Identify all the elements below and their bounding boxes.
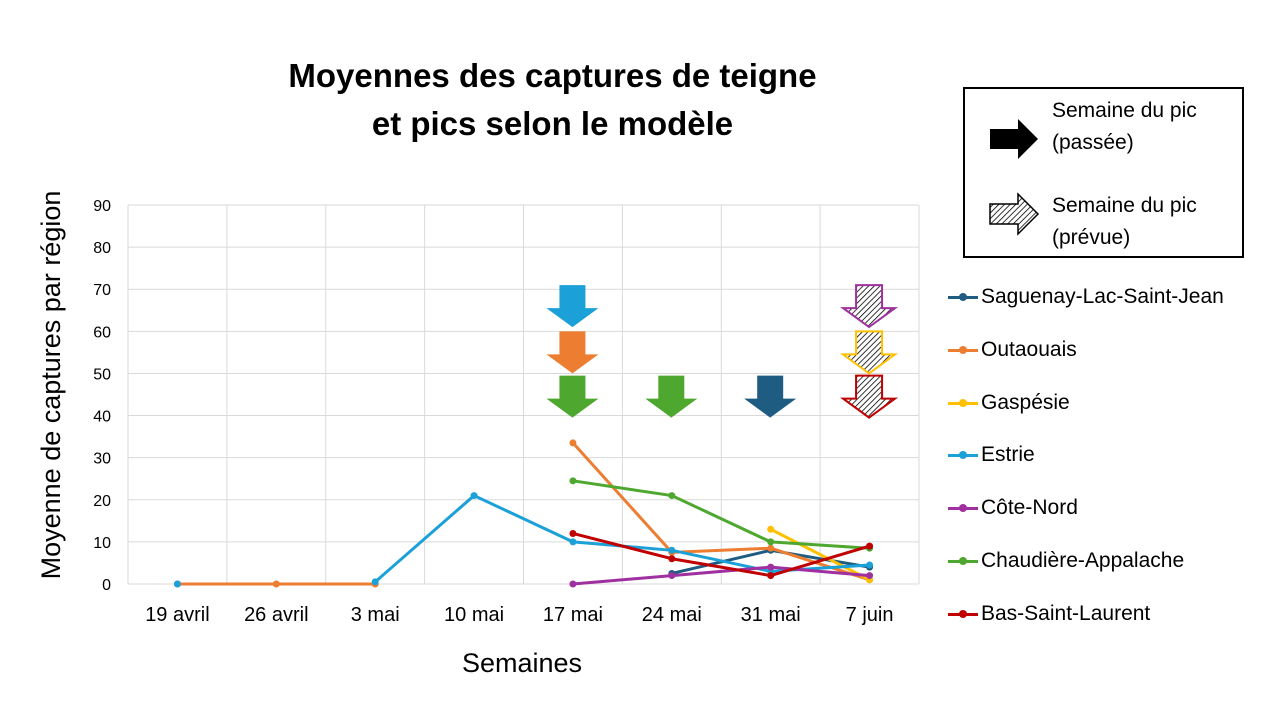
past-peak-arrow [546, 375, 599, 418]
series-line [571, 441, 871, 582]
peak-legend-box: Semaine du pic (passée) Semaine du pic (… [963, 87, 1244, 258]
data-point [668, 546, 676, 554]
series-bas-saint-laurent [569, 529, 874, 580]
data-point [866, 561, 874, 569]
y-tick-label: 90 [93, 198, 111, 215]
data-point [569, 538, 577, 546]
past-peak-label: Semaine du pic (passée) [1052, 99, 1197, 154]
data-point [668, 572, 676, 580]
legend-item: Bas-Saint-Laurent [948, 599, 1278, 629]
chart-series-lines [173, 439, 874, 588]
legend-label: Saguenay-Lac-Saint-Jean [981, 285, 1224, 308]
legend-item: Saguenay-Lac-Saint-Jean [948, 282, 1278, 312]
legend-label: Chaudière-Appalache [981, 549, 1185, 572]
data-point [272, 580, 280, 588]
past-peak-arrow [645, 375, 698, 418]
legend-swatch [948, 451, 978, 460]
data-point [866, 572, 874, 580]
forecast-peak-arrow [839, 284, 899, 329]
data-point [569, 439, 577, 447]
series-line [572, 532, 870, 578]
y-tick-label: 60 [93, 324, 111, 341]
y-tick-label: 70 [93, 282, 111, 299]
legend-label: Côte-Nord [981, 496, 1078, 520]
chart-gridlines [127, 204, 920, 585]
forecast-peak-arrow [839, 330, 899, 375]
forecast-peak-arrow [839, 374, 899, 419]
data-point [470, 492, 478, 500]
y-axis-ticks: 0 10 20 30 40 50 60 70 80 90 [93, 198, 111, 594]
data-point [569, 477, 577, 485]
legend-swatch [948, 293, 978, 301]
past-peak-arrow [546, 285, 599, 328]
x-tick-label: 26 avril [244, 604, 308, 626]
data-point [569, 529, 577, 537]
data-point [767, 572, 775, 580]
x-tick-label: 17 mai [543, 604, 603, 626]
legend-label: Estrie [981, 443, 1035, 467]
y-tick-label: 0 [102, 577, 111, 594]
series-line [770, 527, 871, 582]
series-line [572, 565, 870, 586]
legend-item: Gaspésie [948, 388, 1278, 418]
legend-swatch [948, 345, 978, 354]
chart-title: Moyennes des captures de teigne et pics … [180, 52, 925, 148]
x-axis-ticks: 19 avril 26 avril 3 mai 10 mai 17 mai 24 mai 3… [145, 604, 893, 626]
series-cote-nord [569, 563, 874, 588]
legend-item: Estrie [948, 440, 1278, 470]
past-peak-arrow [546, 331, 599, 374]
data-point [767, 525, 775, 533]
x-axis-label: Semaines [462, 648, 582, 678]
forecast-peak-label: Semaine du pic (prévue) [1052, 194, 1197, 249]
past-peak-arrow-icon [990, 119, 1038, 159]
data-point [866, 542, 874, 550]
legend-label: Gaspésie [981, 390, 1070, 414]
y-axis-label: Moyenne de captures par région [36, 191, 66, 580]
x-tick-label: 3 mai [351, 604, 400, 626]
y-tick-label: 10 [93, 535, 111, 552]
x-tick-label: 31 mai [741, 604, 801, 626]
data-point [767, 544, 775, 552]
peak-arrows [546, 284, 899, 419]
past-peak-arrow [744, 375, 797, 418]
legend-item: Chaudière-Appalache [948, 546, 1278, 576]
chart-title-line-2: et pics selon le modèle [371, 105, 734, 142]
y-tick-label: 20 [93, 493, 111, 510]
legend-label: Bas-Saint-Laurent [981, 601, 1151, 625]
y-tick-label: 80 [93, 240, 111, 257]
legend-swatch [948, 609, 978, 618]
data-point [569, 580, 577, 588]
legend-item: Côte-Nord [948, 493, 1278, 523]
x-tick-label: 19 avril [145, 604, 209, 626]
legend-item: Outaouais [948, 335, 1278, 365]
data-point [767, 538, 775, 546]
data-point [371, 578, 379, 586]
legend-swatch [948, 398, 978, 407]
legend-swatch [948, 504, 978, 513]
series-line [572, 479, 870, 550]
x-tick-label: 7 juin [846, 604, 894, 626]
chart-title-line-1: Moyennes des captures de teigne [288, 57, 817, 94]
y-tick-label: 40 [93, 409, 111, 426]
y-tick-label: 50 [93, 366, 111, 383]
x-tick-label: 24 mai [642, 604, 702, 626]
forecast-peak-arrow-icon [989, 192, 1040, 236]
x-tick-label: 10 mai [444, 604, 504, 626]
y-tick-label: 30 [93, 451, 111, 468]
data-point [767, 563, 775, 571]
data-point [668, 492, 676, 500]
legend-label: Outaouais [981, 337, 1077, 361]
legend-swatch [948, 557, 978, 565]
data-point [668, 555, 676, 563]
data-point [173, 580, 181, 588]
